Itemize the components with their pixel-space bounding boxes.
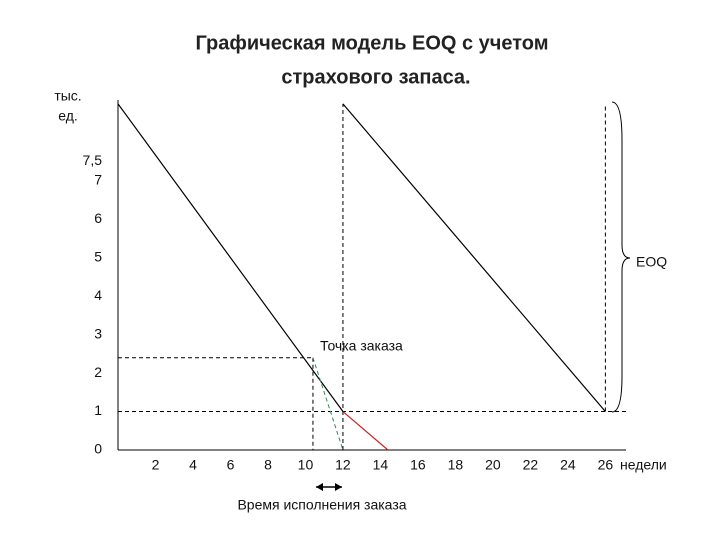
x-axis-label: недели [620,457,667,473]
series-line [312,357,344,451]
chart-title: Графическая модель EOQ с учетом [195,32,548,54]
x-tick-label: 20 [485,457,501,473]
y-tick-label: 4 [94,287,102,303]
y-tick-label: 0 [94,441,102,457]
y-tick-label: 7,5 [83,152,103,168]
y-tick-label: 3 [94,325,102,341]
series-line [117,103,606,412]
y-tick-label: 7 [94,171,102,187]
x-tick-label: 18 [448,457,464,473]
x-tick-label: 12 [335,457,351,473]
y-tick-label: 1 [94,402,102,418]
x-tick-label: 16 [410,457,426,473]
annotation: Время исполнения заказа [237,497,406,513]
x-tick-label: 10 [298,457,314,473]
x-tick-label: 26 [598,457,614,473]
y-tick-label: 2 [94,364,102,380]
x-tick-label: 6 [227,457,235,473]
annotation: Точка заказа [320,338,403,354]
chart-title: страхового запаса. [281,66,470,88]
eoq-brace [611,101,631,413]
y-axis-label: тыс. [54,88,81,104]
x-tick-label: 8 [264,457,272,473]
y-tick-label: 6 [94,210,102,226]
y-axis-label: ед. [58,108,78,124]
y-tick-label: 5 [94,248,102,264]
x-tick-label: 4 [189,457,197,473]
annotation: EOQ [636,254,667,270]
x-tick-label: 24 [560,457,576,473]
x-tick-label: 22 [523,457,539,473]
x-tick-label: 14 [373,457,389,473]
x-tick-label: 2 [152,457,160,473]
arrow-heads [316,483,342,491]
series-line [342,411,389,451]
